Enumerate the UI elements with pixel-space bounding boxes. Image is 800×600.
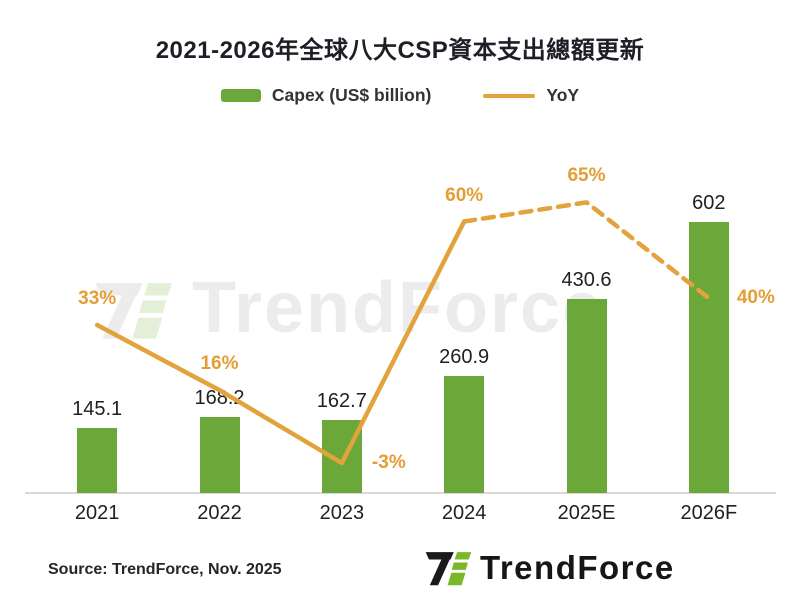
yoy-line-solid-segment — [94, 219, 467, 466]
capex-value-label-2022: 168.2 — [194, 387, 245, 410]
legend-yoy-label: YoY — [546, 85, 580, 105]
x-axis-label-2022: 2022 — [197, 502, 242, 524]
capex-value-label-2021: 145.1 — [72, 397, 123, 420]
x-axis-label-2026F: 2026F — [680, 502, 738, 524]
yoy-label-2025E: 65% — [567, 165, 606, 187]
x-axis-line — [25, 492, 776, 494]
capex-bar-2022 — [199, 417, 240, 493]
capex-bar-2021 — [77, 427, 118, 493]
trendforce-logo: TrendForce — [424, 546, 675, 588]
capex-bar-2024 — [444, 375, 485, 493]
x-axis-label-2025E: 2025E — [557, 502, 616, 524]
capex-bar-2023 — [321, 419, 362, 493]
x-axis-label-2023: 2023 — [319, 502, 365, 524]
source-caption: Source: TrendForce, Nov. 2025 — [48, 561, 282, 578]
trendforce-logo-mark-icon — [425, 552, 472, 586]
legend-item-yoy: YoY — [483, 85, 579, 106]
yoy-label-2023: -3% — [371, 451, 406, 473]
watermark-text: TrendForce — [192, 268, 605, 348]
capex-value-label-2024: 260.9 — [439, 345, 490, 368]
capex-value-label-2025E: 430.6 — [561, 269, 612, 292]
trendforce-watermark: TrendForce — [92, 272, 604, 344]
yoy-label-2022: 16% — [200, 353, 239, 375]
yoy-label-2026F: 40% — [736, 287, 775, 309]
legend: Capex (US$ billion) YoY — [0, 85, 800, 106]
legend-capex-label: Capex (US$ billion) — [271, 85, 432, 105]
yoy-line-swatch-icon — [483, 93, 536, 98]
chart-title: 2021-2026年全球八大CSP資本支出總額更新 — [155, 37, 645, 64]
x-axis-label-2021: 2021 — [74, 502, 120, 524]
yoy-label-2021: 33% — [78, 288, 117, 309]
trendforce-logo-text: TrendForce — [480, 548, 675, 586]
capex-value-label-2023: 162.7 — [316, 389, 367, 412]
x-axis-label-2024: 2024 — [441, 502, 487, 524]
capex-value-label-2026F: 602 — [692, 192, 726, 215]
legend-item-capex: Capex (US$ billion) — [220, 85, 432, 106]
capex-bar-2025E — [566, 299, 607, 493]
yoy-label-2024: 60% — [445, 184, 484, 206]
capex-swatch-icon — [220, 89, 261, 102]
capex-bar-2026F — [688, 222, 729, 493]
